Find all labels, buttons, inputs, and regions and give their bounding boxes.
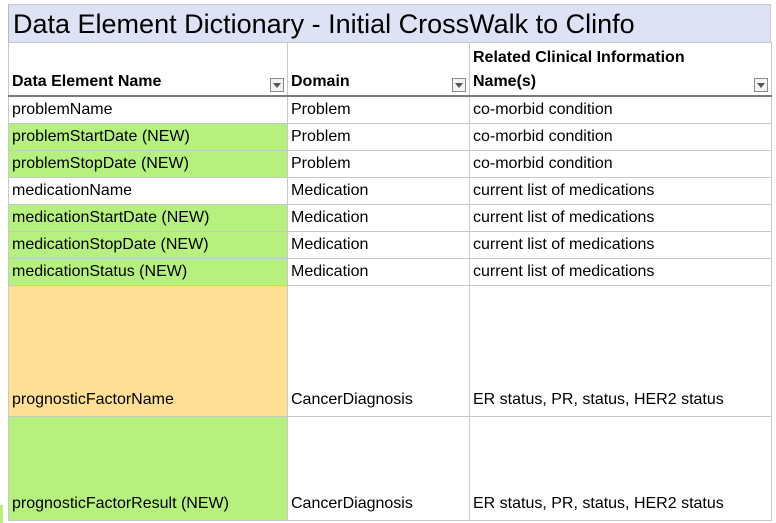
cell-data-element-name[interactable]: medicationStartDate (NEW) [8,203,288,232]
header-label: Domain [291,72,350,90]
filter-dropdown-icon[interactable] [754,77,768,92]
cell-related-info[interactable]: current list of medications [469,257,772,286]
header-data-element-name[interactable]: Data Element Name [8,42,288,97]
table-row: medicationStopDate (NEW) Medication curr… [8,230,772,259]
cell-data-element-name[interactable]: problemStopDate (NEW) [8,149,288,178]
table-row: problemStartDate (NEW) Problem co-morbid… [8,122,772,151]
cell-data-element-name[interactable]: medicationStopDate (NEW) [8,230,288,259]
table-row: medicationStartDate (NEW) Medication cur… [8,203,772,232]
cell-domain[interactable]: CancerDiagnosis [287,284,470,417]
cell-related-info[interactable]: current list of medications [469,230,772,259]
header-label: Data Element Name [12,72,162,90]
sheet-margin [0,0,8,523]
table-row: problemName Problem co-morbid condition [8,95,772,124]
cell-related-info[interactable]: co-morbid condition [469,149,772,178]
cell-related-info[interactable]: current list of medications [469,176,772,205]
data-table: Data Element Name Domain Related Clinica… [8,42,772,521]
header-label: Related Clinical Information Name(s) [473,48,685,90]
table-row: medicationName Medication current list o… [8,176,772,205]
table-row: prognosticFactorName CancerDiagnosis ER … [8,284,772,417]
header-domain[interactable]: Domain [287,42,470,97]
cell-related-info[interactable]: current list of medications [469,203,772,232]
cell-data-element-name[interactable]: problemName [8,95,288,124]
cell-domain[interactable]: Problem [287,149,470,178]
cell-domain[interactable]: CancerDiagnosis [287,415,470,521]
cell-domain[interactable]: Medication [287,257,470,286]
filter-dropdown-icon[interactable] [452,77,466,92]
cell-domain[interactable]: Problem [287,122,470,151]
sheet-title[interactable]: Data Element Dictionary - Initial CrossW… [8,4,771,42]
cell-data-element-name[interactable]: prognosticFactorResult (NEW) [8,415,288,521]
cell-related-info[interactable]: co-morbid condition [469,95,772,124]
cell-domain[interactable]: Medication [287,203,470,232]
cell-domain[interactable]: Medication [287,230,470,259]
cell-domain[interactable]: Problem [287,95,470,124]
table-row: problemStopDate (NEW) Problem co-morbid … [8,149,772,178]
filter-dropdown-icon[interactable] [270,77,284,92]
cell-related-info[interactable]: co-morbid condition [469,122,772,151]
cell-domain[interactable]: Medication [287,176,470,205]
cell-data-element-name[interactable]: medicationName [8,176,288,205]
cell-data-element-name[interactable]: problemStartDate (NEW) [8,122,288,151]
cell-related-info[interactable]: ER status, PR, status, HER2 status [469,284,772,417]
header-row: Data Element Name Domain Related Clinica… [8,42,772,97]
next-row-fill [0,505,3,523]
cell-data-element-name[interactable]: medicationStatus (NEW) [8,257,288,286]
table-row: medicationStatus (NEW) Medication curren… [8,257,772,286]
header-related-clinical-info[interactable]: Related Clinical Information Name(s) [469,42,772,97]
cell-data-element-name[interactable]: prognosticFactorName [8,284,288,417]
table-row: prognosticFactorResult (NEW) CancerDiagn… [8,415,772,521]
cell-related-info[interactable]: ER status, PR, status, HER2 status [469,415,772,521]
